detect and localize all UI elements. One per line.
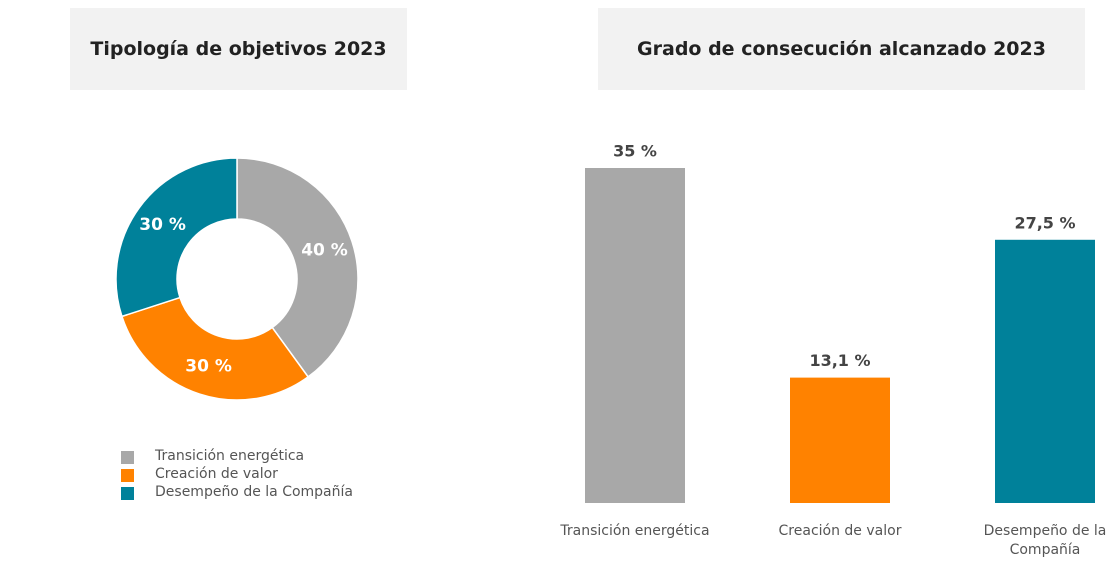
legend-swatch	[121, 487, 134, 500]
pie-slice	[120, 296, 310, 401]
pie-slice	[115, 157, 238, 318]
chart-title: Grado de consecución alcanzado 2023	[598, 8, 1085, 90]
legend-label: Creación de valor	[155, 466, 278, 482]
bar	[790, 377, 890, 503]
pie-slice	[236, 157, 359, 378]
x-tick-label: Creación de valor	[778, 523, 902, 539]
legend-swatch	[121, 451, 134, 464]
data-label: 13,1 %	[809, 351, 870, 370]
data-label: 30 %	[139, 215, 186, 235]
legend-label: Desempeño de la Compañía	[155, 484, 353, 500]
data-label: 27,5 %	[1014, 213, 1075, 232]
bar	[585, 168, 685, 503]
data-label: 35 %	[613, 142, 657, 161]
legend-label: Transición energética	[155, 448, 305, 464]
chart-title: Tipología de objetivos 2023	[70, 8, 407, 90]
bar	[995, 239, 1095, 504]
data-label: 30 %	[185, 356, 232, 376]
x-tick-label: Transición energética	[560, 523, 710, 539]
data-label: 40 %	[301, 241, 348, 261]
legend-swatch	[121, 469, 134, 482]
x-tick-label: Desempeño de la Compañía	[983, 523, 1107, 558]
